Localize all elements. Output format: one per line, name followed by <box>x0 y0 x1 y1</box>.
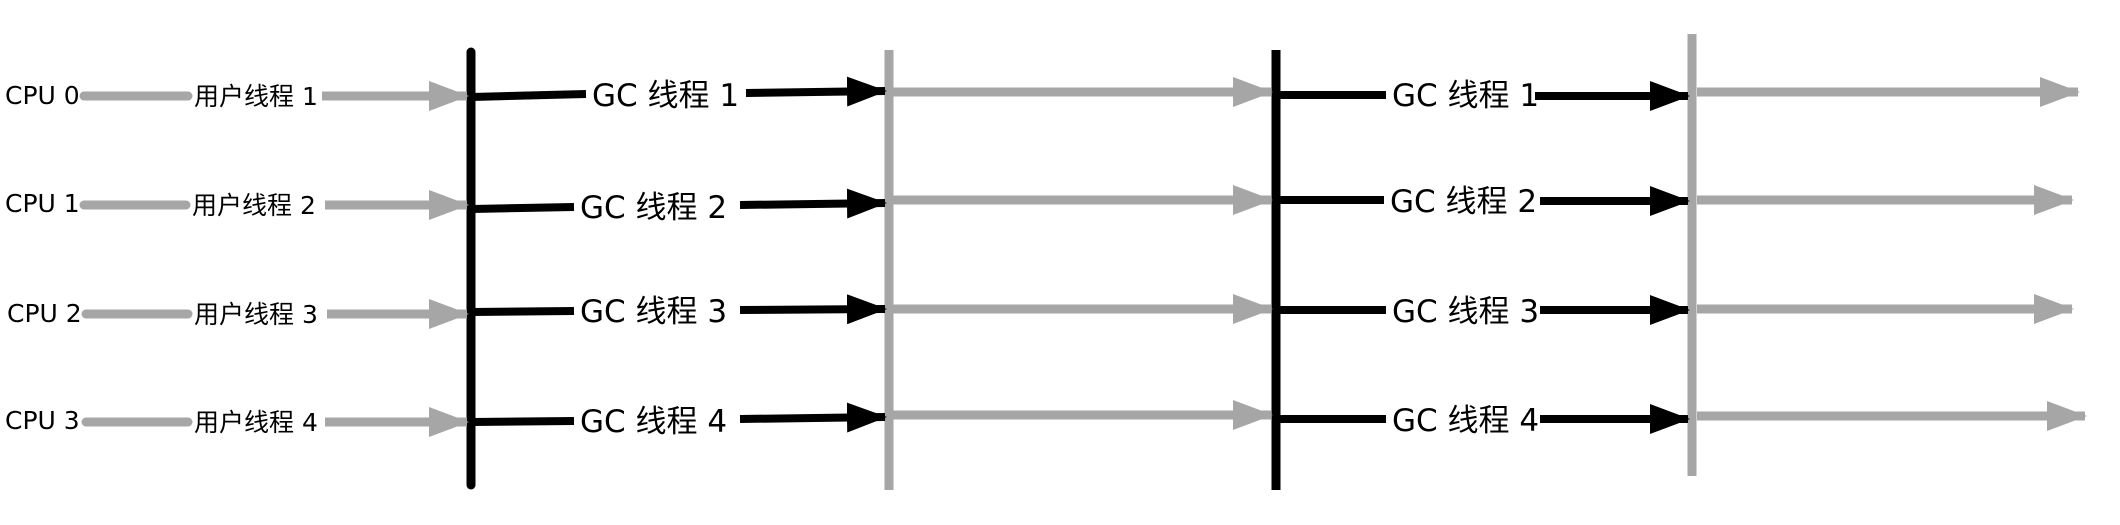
gc-arrow-a <box>739 402 887 433</box>
row-cpu-3: CPU 3 用户线程 4 GC 线程 4 GC 线程 4 <box>5 400 2087 440</box>
gc-line-left <box>471 417 575 426</box>
gc-thread-label-b: GC 线程 4 <box>1392 403 1539 439</box>
gc-thread-label-a: GC 线程 2 <box>580 190 727 226</box>
cpu-label: CPU 0 <box>5 81 80 110</box>
user-thread-label: 用户线程 4 <box>194 408 318 437</box>
cpu-label: CPU 1 <box>5 189 80 218</box>
gc-arrow-a <box>739 294 887 325</box>
user-thread-label: 用户线程 1 <box>194 82 318 111</box>
user-thread-label: 用户线程 3 <box>194 300 318 329</box>
cpu-label: CPU 2 <box>7 299 82 328</box>
gc-line-left <box>471 90 587 101</box>
gc-arrow-a <box>745 76 887 107</box>
gc-thread-label-a: GC 线程 3 <box>580 294 727 330</box>
user-thread-label: 用户线程 2 <box>192 191 316 220</box>
gc-thread-label-a: GC 线程 4 <box>580 404 727 440</box>
gc-arrow-a <box>739 188 887 219</box>
gc-thread-label-a: GC 线程 1 <box>592 78 739 114</box>
row-cpu-0: CPU 0 用户线程 1 GC 线程 1 GC 线程 1 <box>5 76 2080 114</box>
gc-line-left <box>471 307 575 316</box>
gc-line-left <box>471 203 575 213</box>
gc-thread-label-b: GC 线程 1 <box>1392 78 1539 114</box>
gc-thread-label-b: GC 线程 2 <box>1390 184 1537 220</box>
gc-thread-label-b: GC 线程 3 <box>1392 294 1539 330</box>
row-cpu-1: CPU 1 用户线程 2 GC 线程 2 GC 线程 2 <box>5 184 2074 226</box>
cpu-label: CPU 3 <box>5 406 80 435</box>
row-cpu-2: CPU 2 用户线程 3 GC 线程 3 GC 线程 3 <box>7 294 2074 330</box>
